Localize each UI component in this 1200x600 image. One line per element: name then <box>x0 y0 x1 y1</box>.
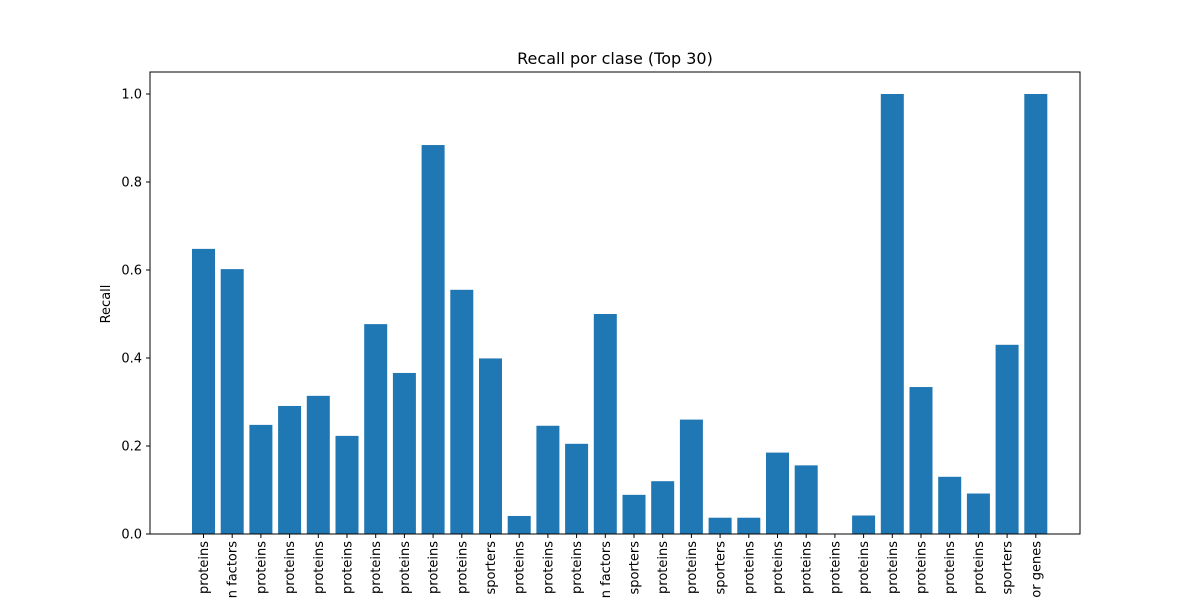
bar <box>1024 94 1048 534</box>
y-tick-label: 0.4 <box>121 352 142 367</box>
x-axis-ticks: proteins n factors proteins proteins protein… <box>197 534 1044 598</box>
x-tick-label: proteins <box>742 541 757 594</box>
bar <box>651 481 675 534</box>
x-tick-label: proteins <box>685 541 700 594</box>
y-tick-label: 0.8 <box>121 176 142 191</box>
y-axis-ticks: 0.0 0.2 0.4 0.6 0.8 1.0 <box>121 88 150 543</box>
chart-title: Recall por clase (Top 30) <box>517 49 713 68</box>
x-tick-label: proteins <box>943 541 958 594</box>
bar <box>909 387 933 534</box>
x-tick-label: proteins <box>513 541 528 594</box>
x-tick-label: proteins <box>398 541 413 594</box>
x-tick-label: sporters <box>714 541 729 595</box>
y-tick-label: 1.0 <box>121 88 142 103</box>
x-tick-label: proteins <box>656 541 671 594</box>
x-tick-label: proteins <box>427 541 442 594</box>
x-tick-label: sporters <box>628 541 643 595</box>
x-tick-label: proteins <box>771 541 786 594</box>
x-tick-label: proteins <box>312 541 327 594</box>
x-tick-label: proteins <box>369 541 384 594</box>
bar <box>192 248 215 534</box>
bar <box>479 358 502 534</box>
x-tick-label: or genes <box>1029 541 1044 598</box>
x-tick-label: proteins <box>857 541 872 594</box>
x-tick-label: sporters <box>484 541 499 595</box>
x-tick-label: proteins <box>197 541 212 594</box>
y-axis-label: Recall <box>99 285 114 324</box>
bar <box>852 515 876 534</box>
bar <box>249 424 273 534</box>
y-tick-label: 0.2 <box>121 440 142 455</box>
bar <box>794 465 818 534</box>
x-tick-label: proteins <box>800 541 815 594</box>
bar <box>938 476 962 534</box>
bar <box>966 493 990 534</box>
bar <box>364 324 388 534</box>
plot-frame <box>149 71 1081 535</box>
bar <box>622 494 646 534</box>
x-tick-label: proteins <box>455 541 470 594</box>
x-tick-label: sporters <box>1001 541 1016 595</box>
y-tick-label: 0.0 <box>121 528 142 543</box>
bars-group <box>192 94 1048 535</box>
bar <box>335 435 359 534</box>
y-tick-label: 0.6 <box>121 264 142 279</box>
bar <box>766 452 789 534</box>
bar <box>737 517 761 534</box>
x-tick-label: proteins <box>283 541 298 594</box>
bar <box>593 314 617 534</box>
bar <box>421 145 445 535</box>
bar <box>220 269 244 534</box>
x-tick-label: proteins <box>570 541 585 594</box>
bar <box>278 405 302 534</box>
x-tick-label: proteins <box>254 541 269 594</box>
x-tick-label: n factors <box>226 541 241 598</box>
bar <box>306 395 330 534</box>
bar <box>565 443 589 534</box>
bar <box>880 94 904 534</box>
bar <box>507 515 531 534</box>
x-tick-label: proteins <box>972 541 987 594</box>
bar <box>450 289 474 534</box>
bar <box>708 517 732 534</box>
x-tick-label: proteins <box>886 541 901 594</box>
x-tick-label: proteins <box>541 541 556 594</box>
x-tick-label: n factors <box>599 541 614 598</box>
bar <box>536 425 560 534</box>
bar <box>679 419 703 534</box>
x-tick-label: proteins <box>915 541 930 594</box>
bar <box>392 372 416 534</box>
x-tick-label: proteins <box>828 541 843 594</box>
bar <box>995 344 1019 534</box>
x-tick-label: proteins <box>341 541 356 594</box>
